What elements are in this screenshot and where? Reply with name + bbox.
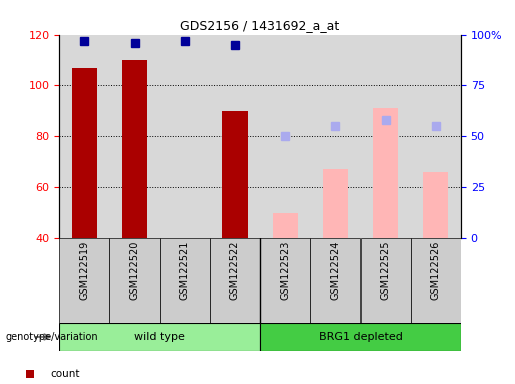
Bar — [310, 238, 360, 323]
Bar — [160, 238, 210, 323]
Bar — [423, 172, 449, 238]
Text: genotype/variation: genotype/variation — [5, 332, 98, 342]
Text: wild type: wild type — [134, 332, 185, 342]
Text: GSM122525: GSM122525 — [381, 241, 390, 300]
Bar — [373, 108, 398, 238]
Bar — [122, 60, 147, 238]
Bar — [59, 323, 260, 351]
Text: GSM122521: GSM122521 — [180, 241, 190, 300]
Bar — [109, 238, 160, 323]
Text: GSM122522: GSM122522 — [230, 241, 240, 300]
Text: GSM122524: GSM122524 — [331, 241, 340, 300]
Text: GSM122519: GSM122519 — [79, 241, 89, 300]
Title: GDS2156 / 1431692_a_at: GDS2156 / 1431692_a_at — [180, 19, 340, 32]
Bar — [72, 68, 97, 238]
Text: GSM122523: GSM122523 — [280, 241, 290, 300]
Bar — [260, 238, 310, 323]
Bar — [222, 111, 248, 238]
Bar — [410, 238, 461, 323]
Bar — [323, 169, 348, 238]
Bar — [59, 238, 109, 323]
Text: count: count — [50, 369, 80, 379]
Text: BRG1 depleted: BRG1 depleted — [319, 332, 402, 342]
Bar — [272, 213, 298, 238]
Bar — [210, 238, 260, 323]
Text: GSM122526: GSM122526 — [431, 241, 441, 300]
Text: GSM122520: GSM122520 — [130, 241, 140, 300]
Bar — [260, 323, 461, 351]
Bar — [360, 238, 410, 323]
